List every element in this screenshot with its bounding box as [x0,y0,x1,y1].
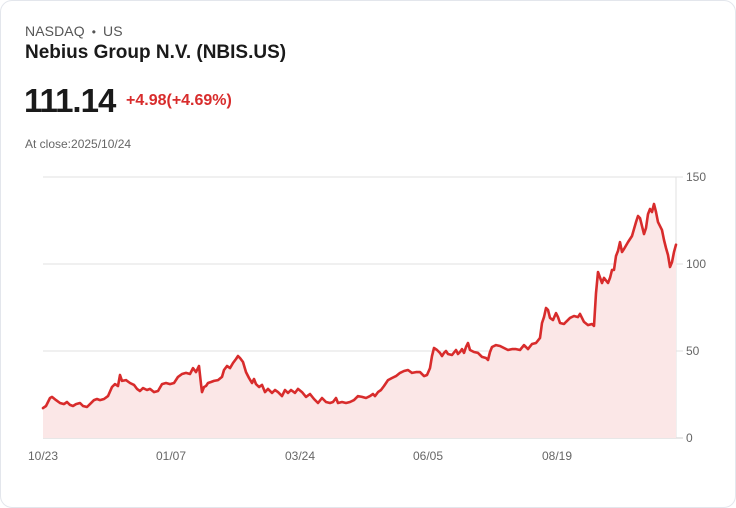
y-tick-label: 0 [686,431,693,445]
y-axis: 150 100 50 0 [686,170,706,445]
y-tick-label: 150 [686,170,706,184]
x-tick-label: 03/24 [285,449,315,463]
x-axis: 10/23 01/07 03/24 06/05 08/19 [28,449,572,463]
x-tick-label: 01/07 [156,449,186,463]
separator-dot: • [91,25,97,39]
y-tick-label: 100 [686,257,706,271]
x-tick-label: 10/23 [28,449,58,463]
price-line [41,202,678,410]
x-tick-label: 08/19 [542,449,572,463]
y-tick-label: 50 [686,344,700,358]
exchange-name: NASDAQ [25,23,85,39]
stock-price: 111.14 [24,82,116,119]
exchange-label: NASDAQ • US [25,23,123,39]
close-date: At close:2025/10/24 [25,137,132,151]
x-tick-label: 06/05 [413,449,443,463]
stock-title: Nebius Group N.V. (NBIS.US) [25,42,287,63]
region-name: US [103,23,123,39]
price-area-fill [43,204,676,438]
price-change: +4.98(+4.69%) [126,92,232,109]
